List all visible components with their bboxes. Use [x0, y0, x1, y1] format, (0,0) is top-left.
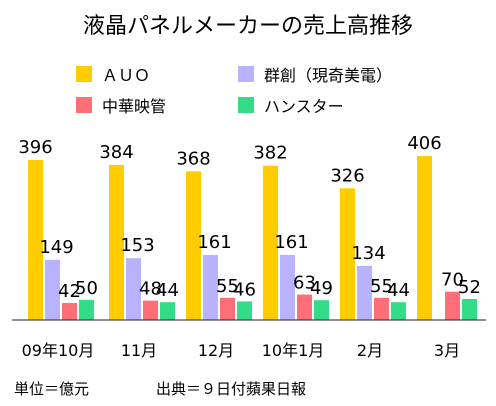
- x-tick-label-5: 3月: [434, 341, 460, 360]
- footer-unit: 単位＝億元: [14, 380, 89, 398]
- value-label-innolux-3: 161: [274, 232, 308, 253]
- legend-label-innolux: 群創（現奇美電）: [264, 66, 392, 85]
- bar-innolux-4: [357, 265, 372, 320]
- x-tick-label-2: 12月: [198, 341, 234, 360]
- legend-label-hannstar: ハンスター: [264, 97, 344, 116]
- value-label-innolux-4: 134: [351, 243, 385, 264]
- bar-auo-1: [109, 164, 124, 320]
- value-label-innolux-1: 153: [120, 235, 154, 256]
- value-label-hannstar-0: 50: [75, 278, 98, 299]
- bar-auo-5: [417, 156, 432, 320]
- bar-hannstar-0: [79, 299, 94, 320]
- value-label-innolux-2: 161: [197, 232, 231, 253]
- value-label-hannstar-2: 46: [233, 279, 256, 300]
- bar-auo-2: [186, 171, 201, 320]
- x-tick-label-1: 11月: [121, 341, 157, 360]
- value-label-cpt-3: 63: [293, 273, 316, 294]
- x-tick-label-3: 10年1月: [262, 341, 325, 360]
- bar-auo-0: [28, 160, 43, 320]
- x-axis-ticks: 09年10月 11月 12月 10年1月 2月 3月: [22, 341, 460, 360]
- bar-cpt-4: [374, 297, 389, 320]
- legend-label-auo: ＡＵＯ: [102, 66, 150, 85]
- bar-cpt-2: [220, 297, 235, 320]
- value-label-auo-5: 406: [407, 133, 441, 154]
- legend-swatch-auo: [76, 66, 92, 82]
- value-label-auo-2: 368: [176, 148, 210, 169]
- legend-swatch-cpt: [76, 97, 92, 113]
- bar-hannstar-2: [237, 301, 252, 320]
- bar-hannstar-5: [462, 298, 477, 320]
- value-label-cpt-0: 42: [58, 281, 81, 302]
- x-tick-label-4: 2月: [357, 341, 383, 360]
- bar-auo-3: [263, 165, 278, 320]
- value-label-hannstar-4: 44: [387, 280, 410, 301]
- value-label-cpt-5: 70: [441, 270, 464, 291]
- bar-innolux-3: [280, 254, 295, 320]
- bar-innolux-0: [45, 259, 60, 320]
- value-label-auo-1: 384: [99, 142, 133, 163]
- value-label-hannstar-1: 44: [156, 280, 179, 301]
- value-label-innolux-0: 149: [39, 237, 73, 258]
- value-label-hannstar-5: 52: [458, 277, 481, 298]
- value-label-cpt-2: 55: [216, 276, 239, 297]
- value-label-hannstar-3: 49: [310, 278, 333, 299]
- bar-cpt-5: [445, 291, 460, 320]
- bars-group: [28, 156, 477, 320]
- value-label-auo-3: 382: [253, 143, 287, 164]
- footer-source: 出典＝９日付蘋果日報: [156, 380, 306, 398]
- value-labels-group: 3961494250384153484436816155463821616349…: [18, 133, 481, 302]
- bar-hannstar-4: [391, 302, 406, 320]
- bar-hannstar-1: [160, 302, 175, 320]
- bar-cpt-0: [62, 303, 77, 320]
- legend: ＡＵＯ 群創（現奇美電） 中華映管 ハンスター: [76, 66, 392, 116]
- value-label-auo-4: 326: [330, 165, 364, 186]
- bar-innolux-1: [126, 258, 141, 320]
- bar-hannstar-3: [314, 300, 329, 320]
- bar-innolux-2: [203, 254, 218, 320]
- value-label-cpt-1: 48: [139, 279, 162, 300]
- legend-swatch-innolux: [238, 66, 254, 82]
- bar-cpt-3: [297, 294, 312, 320]
- legend-swatch-hannstar: [238, 97, 254, 113]
- legend-label-cpt: 中華映管: [102, 97, 166, 116]
- chart-title: 液晶パネルメーカーの売上高推移: [83, 14, 413, 39]
- x-tick-label-0: 09年10月: [22, 341, 95, 360]
- value-label-cpt-4: 55: [370, 276, 393, 297]
- bar-cpt-1: [143, 300, 158, 320]
- bar-auo-4: [340, 188, 355, 320]
- value-label-auo-0: 396: [18, 137, 52, 158]
